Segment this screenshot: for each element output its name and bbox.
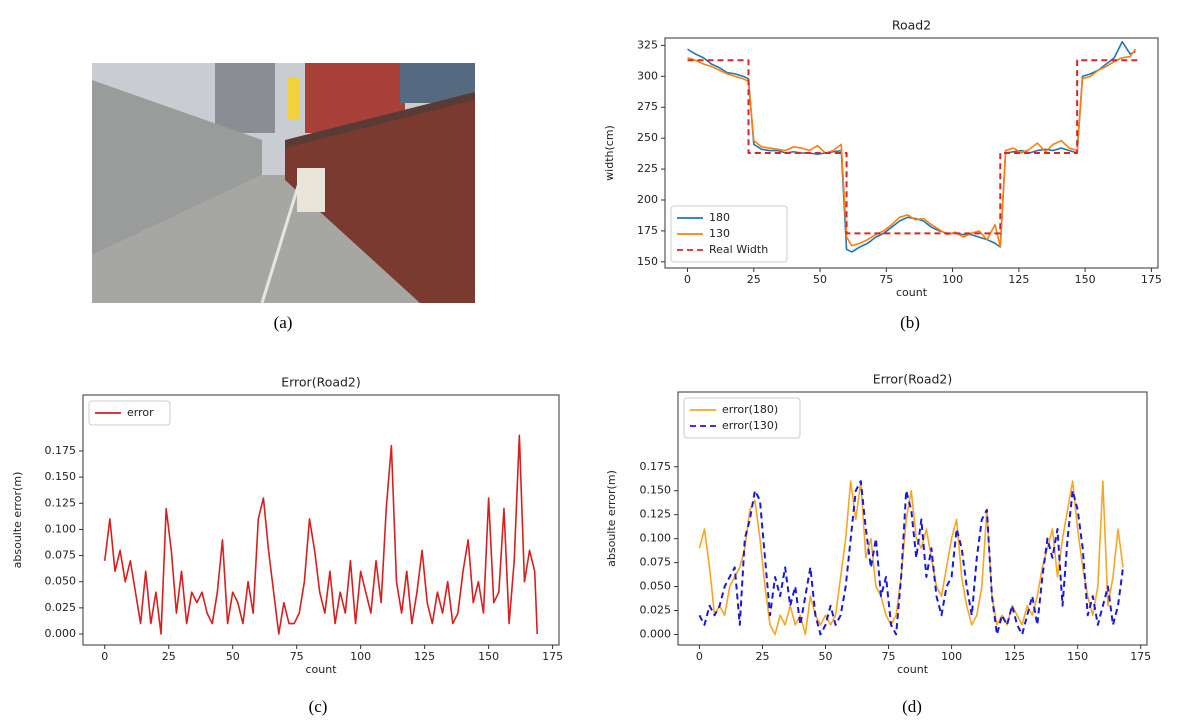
x-tick-label: 0	[696, 650, 703, 663]
legend-box	[670, 205, 788, 263]
y-tick-label: 0.150	[45, 470, 77, 483]
series-line	[687, 48, 1137, 248]
legend-label: 180	[709, 211, 730, 224]
x-tick-label: 125	[1008, 273, 1029, 286]
x-tick-label: 75	[882, 650, 896, 663]
y-tick-label: 200	[637, 193, 658, 206]
x-axis-label: count	[305, 663, 337, 676]
series-line	[698, 480, 1125, 636]
y-tick-label: 0.125	[640, 508, 672, 521]
legend-label: error(180)	[722, 403, 778, 416]
photo-banner	[287, 78, 299, 120]
y-axis-label: absoulte error(m)	[605, 470, 618, 567]
photo-building	[215, 63, 275, 133]
x-tick-label: 75	[879, 273, 893, 286]
x-tick-label: 25	[747, 273, 761, 286]
caption: (a)	[274, 313, 293, 332]
photo-ground	[92, 175, 475, 303]
caption: (d)	[902, 697, 922, 716]
photo-road-line	[260, 179, 302, 304]
x-tick-label: 100	[350, 650, 371, 663]
x-tick-label: 0	[684, 273, 691, 286]
x-tick-label: 100	[942, 273, 963, 286]
chart-title: Error(Road2)	[873, 372, 953, 387]
y-tick-label: 0.050	[45, 575, 77, 588]
y-tick-label: 0.050	[640, 580, 672, 593]
legend-label: 130	[709, 227, 730, 240]
y-tick-label: 0.075	[45, 549, 77, 562]
plot-frame	[82, 394, 560, 646]
series-line	[103, 434, 539, 635]
x-tick-label: 0	[101, 650, 108, 663]
photo	[92, 63, 475, 304]
y-tick-label: 0.100	[640, 532, 672, 545]
plot-frame	[677, 391, 1148, 646]
photo-sign	[297, 168, 325, 212]
x-tick-label: 50	[819, 650, 833, 663]
y-tick-label: 0.150	[640, 484, 672, 497]
y-tick-label: 0.000	[640, 627, 672, 640]
y-tick-label: 0.125	[45, 496, 77, 509]
y-tick-label: 0.000	[45, 627, 77, 640]
x-tick-label: 150	[1075, 273, 1096, 286]
x-tick-label: 50	[226, 650, 240, 663]
x-axis-label: count	[897, 663, 929, 676]
x-tick-label: 175	[542, 650, 563, 663]
plot-frame	[664, 37, 1159, 269]
x-tick-label: 125	[414, 650, 435, 663]
x-tick-label: 175	[1141, 273, 1162, 286]
x-tick-label: 25	[755, 650, 769, 663]
x-tick-label: 50	[813, 273, 827, 286]
x-axis-label: count	[896, 286, 928, 299]
legend-box	[88, 400, 171, 426]
y-axis-label: width(cm)	[603, 125, 616, 181]
y-tick-label: 0.025	[45, 601, 77, 614]
photo-wall	[92, 80, 262, 255]
y-tick-label: 150	[637, 255, 658, 268]
caption: (b)	[900, 313, 920, 332]
y-tick-label: 325	[637, 38, 658, 51]
x-tick-label: 150	[478, 650, 499, 663]
x-tick-label: 150	[1067, 650, 1088, 663]
photo-brick-wall	[285, 98, 475, 303]
chart-title: Road2	[892, 18, 931, 33]
y-tick-label: 300	[637, 69, 658, 82]
y-tick-label: 250	[637, 131, 658, 144]
y-tick-label: 275	[637, 100, 658, 113]
x-tick-label: 75	[290, 650, 304, 663]
legend-box	[683, 397, 801, 439]
x-tick-label: 100	[941, 650, 962, 663]
x-tick-label: 25	[162, 650, 176, 663]
photo-wall-cap	[285, 92, 475, 148]
y-tick-label: 175	[637, 224, 658, 237]
legend-label: error	[127, 406, 154, 419]
y-tick-label: 0.100	[45, 522, 77, 535]
y-tick-label: 225	[637, 162, 658, 175]
y-tick-label: 0.075	[640, 556, 672, 569]
y-tick-label: 0.175	[640, 460, 672, 473]
caption: (c)	[309, 697, 328, 716]
legend-label: Real Width	[709, 243, 768, 256]
y-tick-label: 0.175	[45, 444, 77, 457]
x-tick-label: 125	[1004, 650, 1025, 663]
y-tick-label: 0.025	[640, 604, 672, 617]
x-tick-label: 175	[1130, 650, 1151, 663]
series-line	[698, 480, 1124, 636]
y-axis-label: absoulte error(m)	[11, 472, 24, 569]
legend-label: error(130)	[722, 419, 778, 432]
chart-title: Error(Road2)	[281, 375, 361, 390]
